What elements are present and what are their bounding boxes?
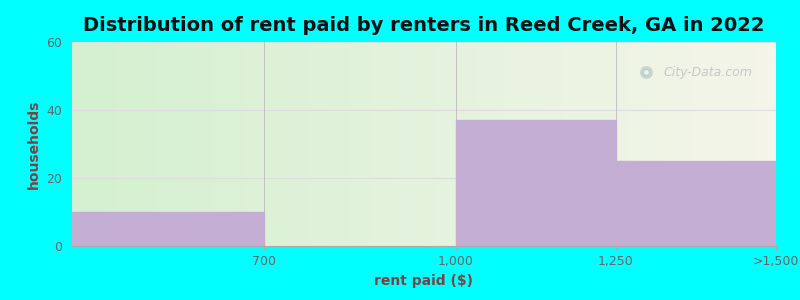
Title: Distribution of rent paid by renters in Reed Creek, GA in 2022: Distribution of rent paid by renters in …: [83, 16, 765, 35]
Bar: [72, 212, 264, 246]
Text: City-Data.com: City-Data.com: [663, 66, 752, 79]
Bar: [616, 161, 776, 246]
X-axis label: rent paid ($): rent paid ($): [374, 274, 474, 288]
Y-axis label: households: households: [27, 99, 41, 189]
Bar: [456, 120, 616, 246]
